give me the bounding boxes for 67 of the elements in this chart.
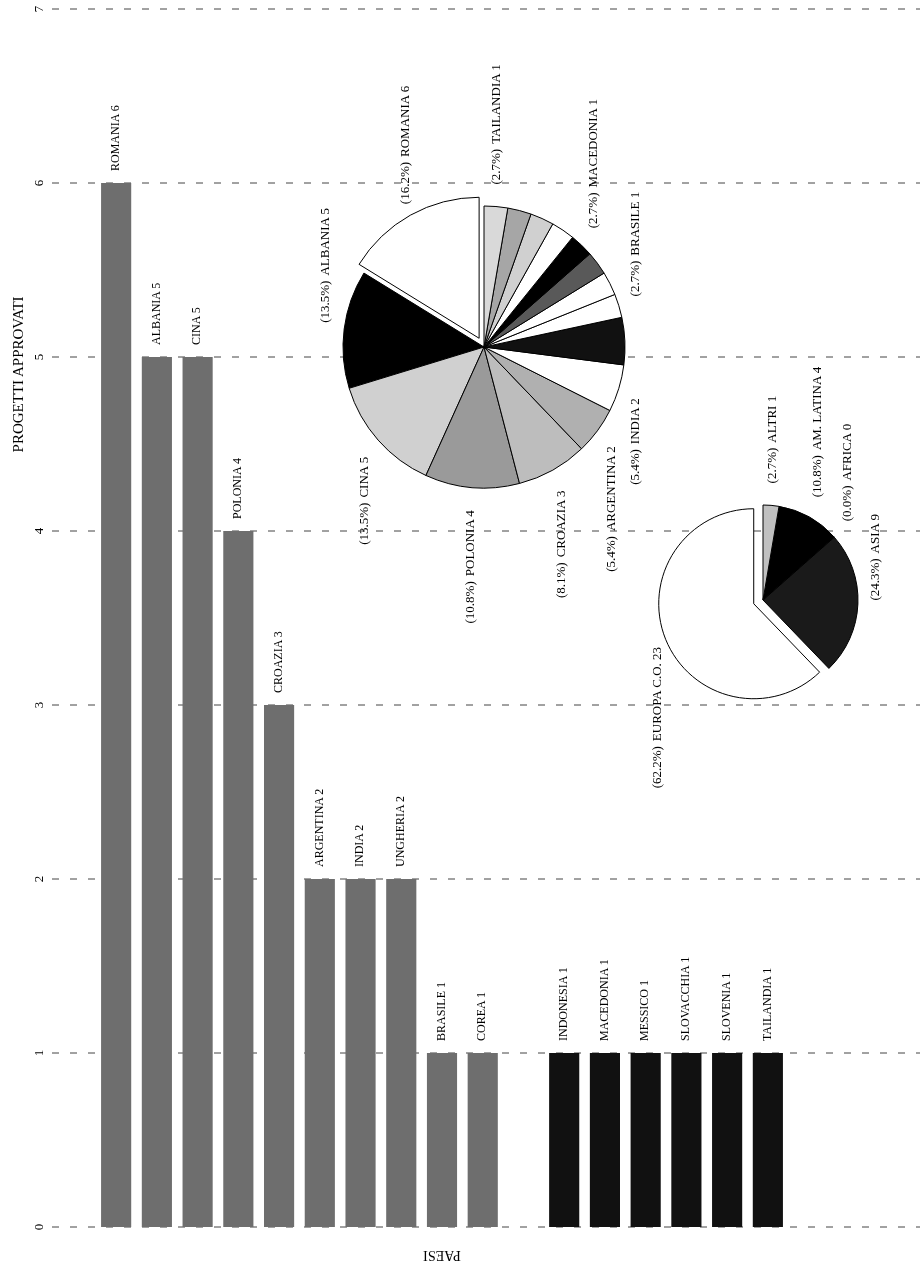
x-tick-label: COREA 1	[474, 991, 489, 1041]
slice-label: ARGENTINA 2	[602, 446, 618, 532]
data-label: (13.5%)	[317, 280, 333, 323]
y-tick-label: 5	[30, 353, 46, 361]
bar	[752, 1053, 783, 1227]
data-label: (10.8%)	[809, 455, 825, 498]
data-label: (5.4%)	[602, 536, 618, 572]
data-label: (16.2%)	[397, 161, 413, 205]
x-tick-label: MESSICO 1	[637, 979, 652, 1041]
y-tick-label: 4	[30, 527, 46, 535]
y-tick-label: 6	[30, 179, 46, 187]
slice-label: CINA 5	[355, 456, 371, 498]
data-label: (2.7%)	[627, 260, 643, 297]
y-axis-title: PROGETTI APPROVATI	[10, 296, 27, 453]
bar	[141, 357, 172, 1227]
y-tick-label: 7	[30, 5, 46, 13]
data-label: (10.8%)	[461, 581, 477, 624]
bar	[101, 183, 132, 1227]
slice-label: ASIA 9	[866, 514, 882, 554]
data-label: (2.7%)	[488, 148, 504, 185]
slice-label: BRASILE 1	[627, 191, 643, 256]
slice-label: ALTRI 1	[763, 395, 779, 443]
data-label: (2.7%)	[763, 447, 779, 484]
bar	[223, 531, 254, 1227]
x-tick-label: BRASILE 1	[433, 981, 448, 1041]
slice-label: EUROPA C.O. 23	[649, 646, 665, 742]
x-tick-label: ARGENTINA 2	[311, 788, 326, 867]
bar	[712, 1053, 743, 1227]
bar	[304, 879, 335, 1227]
slice-label: ROMANIA 6	[397, 85, 413, 157]
slice-label: AM. LATINA 4	[809, 366, 825, 451]
bar	[386, 879, 417, 1227]
data-label: (24.3%)	[866, 558, 882, 601]
bar	[345, 879, 376, 1227]
slice-label: MACEDONIA 1	[585, 98, 600, 188]
data-label: (2.7%)	[585, 192, 600, 229]
bar	[671, 1053, 702, 1227]
y-tick-label: 0	[30, 1223, 46, 1231]
x-tick-label: SLOVENIA 1	[718, 972, 733, 1041]
y-tick-label: 1	[30, 1049, 46, 1057]
slice-label: ALBANIA 5	[317, 208, 333, 276]
x-tick-label: INDIA 2	[352, 824, 367, 867]
x-tick-label: UNGHERIA 2	[393, 796, 408, 867]
x-tick-label: INDONESIA 1	[555, 967, 570, 1041]
bar	[264, 705, 295, 1227]
bar	[549, 1053, 580, 1227]
bar	[589, 1053, 620, 1227]
x-axis-title: PAESI	[422, 1247, 461, 1263]
bar	[467, 1053, 498, 1227]
data-label: (5.4%)	[627, 449, 643, 485]
data-label: (13.5%)	[355, 502, 371, 545]
data-label: (8.1%)	[552, 562, 568, 599]
x-tick-label: SLOVACCHIA 1	[678, 956, 693, 1041]
bar	[426, 1053, 458, 1227]
x-tick-label: TAILANDIA 1	[759, 967, 774, 1041]
data-label: (62.2%)	[649, 746, 665, 789]
x-tick-label: MACEDONIA 1	[596, 959, 611, 1041]
y-tick-label: 2	[30, 875, 46, 883]
text: (0.0%)	[838, 485, 854, 522]
slice-label: CROAZIA 3	[552, 490, 568, 558]
slice-label: POLONIA 4	[461, 509, 477, 577]
slice-label: TAILANDIA 1	[488, 64, 504, 144]
bar	[182, 357, 213, 1227]
category-label: AFRICA 0	[838, 423, 854, 481]
bar	[630, 1053, 661, 1227]
slice-label: INDIA 2	[627, 398, 643, 445]
y-tick-label: 3	[30, 701, 46, 709]
